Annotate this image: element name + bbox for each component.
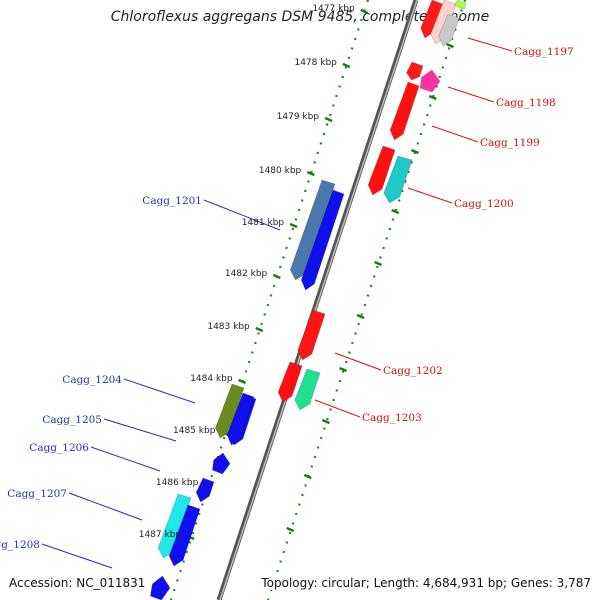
gene-arrow [453, 0, 467, 10]
kbp-tick [360, 8, 369, 15]
kbp-label: 1481 kbp [242, 218, 285, 228]
gene-arrow [438, 13, 460, 47]
kbp-tick-right [391, 208, 400, 215]
gene-arrow [168, 504, 201, 567]
kbp-tick-right [428, 94, 437, 101]
kbp-tick [342, 62, 351, 69]
gene-arrow [419, 69, 441, 93]
label-leader-lines [41, 37, 513, 569]
gene-arrow [289, 179, 336, 281]
gene-arrow [367, 145, 396, 196]
kbp-tick [289, 222, 298, 229]
genome-summary-text: Topology: circular; Length: 4,684,931 bp… [261, 576, 591, 590]
gene-label-right: Cagg_1199 [480, 137, 540, 149]
gene-label-right: Cagg_1202 [383, 365, 443, 377]
gene-arrow [420, 0, 444, 39]
kbp-tick [238, 378, 247, 385]
gene-label-left: Cagg_1207 [7, 488, 67, 500]
gene-arrow [294, 368, 321, 411]
gene-arrow [406, 61, 424, 81]
kbp-label: 1478 kbp [294, 58, 337, 68]
gene-label-right: Cagg_1200 [454, 198, 514, 210]
gene-label-right: Cagg_1198 [496, 97, 556, 109]
gene-arrow [150, 575, 171, 600]
kbp-tick-right [339, 366, 348, 373]
scale-line-right [266, 0, 467, 600]
kbp-label: 1486 kbp [156, 478, 199, 488]
kbp-label: 1485 kbp [173, 426, 216, 436]
gene-features [150, 0, 467, 600]
kbp-label: 1487 kbp [139, 530, 182, 540]
kbp-tick-right [445, 42, 454, 49]
gene-arrow [383, 155, 413, 204]
genome-backbone [216, 0, 419, 600]
gene-label-left: Cagg_1204 [62, 374, 122, 386]
leader-line [467, 37, 513, 52]
kbp-tick [324, 116, 333, 123]
kbp-tick-right [411, 148, 419, 155]
leader-line [203, 199, 281, 231]
kbp-label: 1484 kbp [190, 374, 233, 384]
kbp-tick-right [286, 526, 295, 533]
leader-line [431, 125, 479, 143]
leader-line [41, 543, 113, 569]
leader-line [90, 446, 161, 472]
backbone-line [216, 0, 419, 600]
kbp-tick [272, 273, 281, 280]
kbp-scale-labels: 1477 kbp 1478 kbp 1479 kbp 1480 kbp 1481 kbp… [139, 4, 355, 540]
kbp-label: 1477 kbp [312, 4, 355, 14]
gene-label-left: Cagg_1205 [42, 414, 102, 426]
leader-line [407, 187, 453, 204]
gene-labels: Cagg_1197 Cagg_1198 Cagg_1199 Cagg_1200 Cagg… [0, 46, 574, 551]
kbp-label: 1480 kbp [259, 166, 302, 176]
gene-arrow [212, 452, 231, 475]
gene-arrow [215, 383, 245, 439]
kbp-label: 1482 kbp [225, 269, 268, 279]
gene-arrow [157, 493, 192, 559]
kbp-tick [306, 170, 315, 177]
gene-label-right: Cagg_1203 [362, 412, 422, 424]
gene-arrow [430, 0, 457, 45]
gene-arrow [389, 81, 420, 141]
accession-text: Accession: NC_011831 [9, 576, 146, 590]
kbp-tick [255, 326, 264, 333]
gene-arrow [300, 189, 345, 291]
gene-arrow [297, 309, 326, 361]
gene-arrow [195, 477, 215, 503]
gene-label-left: Cagg_1208 [0, 539, 40, 551]
scale-line-left [169, 0, 370, 600]
kbp-label: 1479 kbp [277, 112, 320, 122]
gene-label-right: Cagg_1197 [514, 46, 574, 58]
leader-line [314, 399, 361, 418]
gene-arrow [226, 392, 255, 446]
kbp-tick-right [374, 260, 383, 267]
backbone-highlight [219, 0, 418, 600]
kbp-tick-right [303, 473, 312, 480]
kbp-tick-right [321, 418, 330, 425]
leader-line [334, 352, 382, 371]
leader-line [68, 492, 143, 521]
leader-line [103, 418, 177, 442]
map-title: Chloroflexus aggregans DSM 9485, complet… [110, 9, 490, 25]
leader-line [123, 378, 196, 404]
leader-line [447, 86, 495, 103]
kbp-tick-right [356, 313, 365, 320]
kbp-label: 1483 kbp [207, 322, 250, 332]
gene-arrow [277, 361, 303, 403]
gene-label-left: Cagg_1201 [142, 195, 202, 207]
gene-label-left: Cagg_1206 [29, 442, 89, 454]
